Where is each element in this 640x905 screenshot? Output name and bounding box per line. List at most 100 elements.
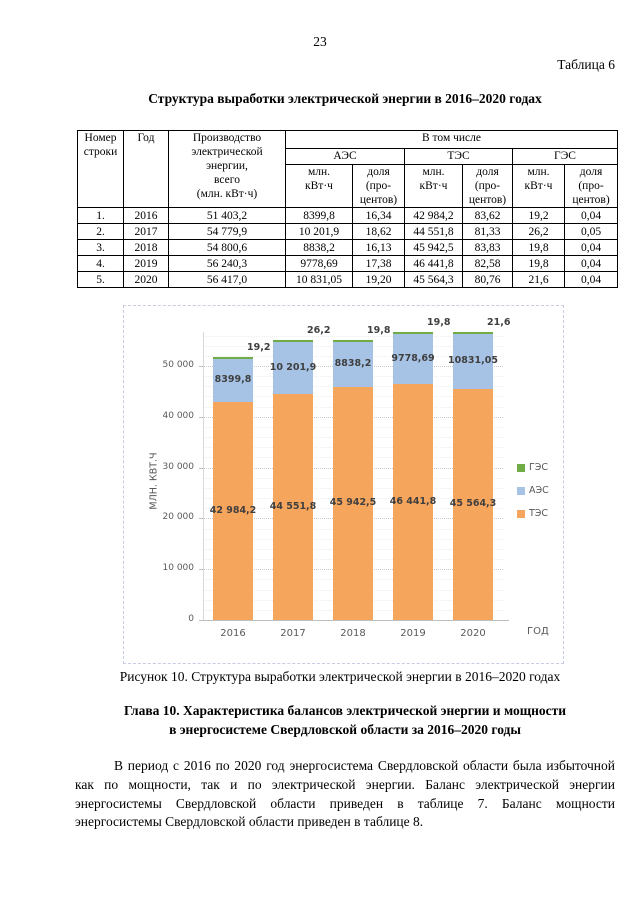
header-row-number: Номер строки	[77, 129, 124, 209]
table-cell: 16,13	[352, 239, 405, 257]
data-label-aes: 9778,69	[391, 353, 435, 365]
table-cell: 45 942,5	[404, 239, 463, 257]
table-body: 1. 2016 51 403,2 8399,8 16,34 42 984,2 83,62 19…	[77, 207, 619, 289]
data-label-aes: 8399,8	[214, 374, 252, 386]
bar-segment-ges	[333, 339, 373, 342]
header-ges-mln: млн. кВт·ч	[512, 163, 565, 209]
data-label-ges-total: 19,8	[367, 324, 391, 336]
legend-item: АЭС	[517, 485, 549, 496]
bar-segment-ges	[453, 331, 493, 334]
data-label-tes: 45 942,5	[329, 497, 377, 509]
legend-label: АЭС	[529, 485, 549, 496]
minor-gridline	[203, 335, 503, 337]
data-label-ges-total: 26,2	[307, 324, 331, 336]
header-tes: ТЭС	[404, 148, 513, 165]
header-including: В том числе	[284, 130, 619, 149]
table-cell: 2019	[123, 255, 169, 273]
y-tick-mark	[199, 366, 203, 367]
table-header: Номер строки Год Производство электричес…	[77, 129, 619, 209]
table-cell: 80,76	[462, 271, 513, 289]
legend-item: ТЭС	[517, 508, 549, 519]
y-tick-label: 0	[188, 614, 194, 624]
y-tick-mark	[199, 467, 203, 469]
chart-legend: ГЭС АЭС ТЭС	[517, 462, 549, 519]
data-label-tes: 44 551,8	[269, 500, 317, 512]
bar-segment-tes	[333, 386, 373, 620]
data-label-ges-total: 19,2	[247, 341, 271, 353]
table-cell: 83,83	[462, 239, 513, 257]
table-cell: 83,62	[462, 207, 513, 225]
table-cell: 0,04	[563, 271, 619, 289]
table-cell: 0,05	[563, 223, 619, 241]
table-cell: 19,20	[352, 271, 405, 289]
table-cell: 26,2	[512, 223, 565, 241]
bar-segment-tes	[273, 393, 313, 620]
data-label-tes: 45 564,3	[449, 498, 497, 510]
header-aes-mln: млн. кВт·ч	[285, 163, 353, 209]
table-cell: 56 240,3	[168, 255, 286, 273]
bar-segment-aes	[273, 341, 313, 394]
x-axis-title: ГОД	[527, 626, 549, 637]
x-tick-label: 2017	[280, 628, 306, 639]
x-axis-line	[203, 620, 509, 621]
data-label-aes: 10 201,9	[269, 361, 317, 373]
legend-swatch-icon	[517, 509, 525, 518]
figure-chart: МЛН. КВТ.Ч ГОД ГЭС АЭС ТЭС 0 10 000 20 000 30…	[123, 305, 564, 664]
y-tick-mark	[199, 416, 203, 418]
legend-swatch-icon	[517, 486, 525, 495]
table-cell: 81,33	[462, 223, 513, 241]
table-cell: 2018	[123, 239, 169, 257]
y-tick-label: 10 000	[162, 563, 195, 574]
table-cell: 2020	[123, 271, 169, 289]
table-cell: 0,04	[563, 239, 619, 257]
data-label-ges-total: 19,8	[427, 317, 451, 329]
table-cell: 19,8	[512, 239, 565, 257]
data-label-tes: 42 984,2	[209, 504, 257, 516]
bar-segment-tes	[453, 388, 493, 620]
table-title: Структура выработки электрической энерги…	[148, 91, 542, 106]
table-cell: 10 831,05	[285, 271, 353, 289]
table-row: 4. 2019 56 240,3 9778,69 17,38 46 441,8 82,58 1…	[77, 255, 619, 273]
y-tick-label: 40 000	[162, 410, 195, 421]
bar-segment-aes	[393, 334, 433, 385]
data-label-tes: 46 441,8	[389, 496, 437, 508]
table-cell: 16,34	[352, 207, 405, 225]
table-cell: 2017	[123, 223, 169, 241]
data-label-ges-total: 21,6	[487, 316, 511, 328]
table-cell: 18,62	[352, 223, 405, 241]
table-cell: 54 800,6	[168, 239, 286, 257]
header-aes-share: доля (про- центов)	[352, 163, 405, 209]
table-cell: 5.	[77, 271, 124, 289]
header-total-production: Производство электрической энергии, всег…	[168, 129, 286, 209]
table-cell: 4.	[77, 255, 124, 273]
x-tick-label: 2020	[460, 628, 486, 639]
table-cell: 8838,2	[285, 239, 353, 257]
y-axis-line	[203, 332, 204, 620]
table-cell: 17,38	[352, 255, 405, 273]
bar-segment-tes	[213, 401, 253, 620]
page-number: 23	[313, 34, 327, 49]
x-tick-label: 2018	[340, 628, 366, 639]
table-row: 1. 2016 51 403,2 8399,8 16,34 42 984,2 83,62 19…	[77, 207, 619, 225]
x-tick-label: 2019	[400, 628, 426, 639]
bar-segment-aes	[333, 341, 373, 387]
table-cell: 9778,69	[285, 255, 353, 273]
bar-segment-tes	[393, 384, 433, 620]
legend-item: ГЭС	[517, 462, 549, 473]
bar-segment-aes	[213, 358, 253, 402]
table-cell: 0,04	[563, 255, 619, 273]
table-cell: 44 551,8	[404, 223, 463, 241]
table-cell: 56 417,0	[168, 271, 286, 289]
table-cell: 46 441,8	[404, 255, 463, 273]
x-tick-label: 2016	[220, 628, 246, 639]
table-cell: 1.	[77, 207, 124, 225]
legend-label: ГЭС	[529, 462, 549, 473]
bar-segment-aes	[453, 333, 493, 389]
data-label-aes: 10831,05	[448, 355, 498, 367]
data-label-aes: 8838,2	[334, 358, 372, 370]
table-cell: 8399,8	[285, 207, 353, 225]
y-tick-mark	[199, 569, 203, 571]
header-tes-share: доля (про- центов)	[462, 163, 513, 209]
table-cell: 10 201,9	[285, 223, 353, 241]
